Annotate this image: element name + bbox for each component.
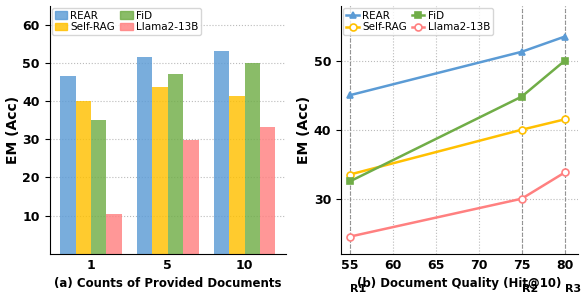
Bar xyxy=(106,214,122,254)
Legend: REAR, Self-RAG, FiD, Llama2-13B: REAR, Self-RAG, FiD, Llama2-13B xyxy=(52,8,202,35)
X-axis label: (b) Document Quality (Hit@10): (b) Document Quality (Hit@10) xyxy=(357,277,562,290)
Self-RAG xyxy=(518,128,525,131)
Llama2-13B xyxy=(346,235,353,238)
FiD xyxy=(561,59,568,62)
Bar xyxy=(152,87,168,254)
Bar xyxy=(260,127,275,254)
Bar xyxy=(91,120,106,254)
Bar xyxy=(183,140,199,254)
Bar xyxy=(168,74,183,254)
Legend: REAR, Self-RAG, FiD, Llama2-13B: REAR, Self-RAG, FiD, Llama2-13B xyxy=(343,8,493,35)
REAR xyxy=(518,50,525,54)
Line: REAR: REAR xyxy=(346,33,568,99)
Bar xyxy=(214,51,229,254)
Bar xyxy=(137,57,152,254)
Bar xyxy=(76,101,91,254)
Line: FiD: FiD xyxy=(346,57,568,185)
FiD xyxy=(346,180,353,183)
Y-axis label: EM (Acc): EM (Acc) xyxy=(297,96,311,164)
REAR xyxy=(346,93,353,97)
Text: R2: R2 xyxy=(522,284,538,294)
Bar xyxy=(229,96,245,254)
Y-axis label: EM (Acc): EM (Acc) xyxy=(5,96,19,164)
Llama2-13B xyxy=(561,171,568,174)
X-axis label: (a) Counts of Provided Documents: (a) Counts of Provided Documents xyxy=(54,277,282,290)
REAR xyxy=(561,35,568,38)
Text: R3: R3 xyxy=(564,284,581,294)
Line: Self-RAG: Self-RAG xyxy=(346,116,568,178)
Bar xyxy=(61,76,76,254)
Line: Llama2-13B: Llama2-13B xyxy=(346,169,568,240)
Llama2-13B xyxy=(518,197,525,200)
Self-RAG xyxy=(561,118,568,121)
Self-RAG xyxy=(346,173,353,176)
Bar xyxy=(245,63,260,254)
FiD xyxy=(518,95,525,98)
Text: R1: R1 xyxy=(350,284,366,294)
